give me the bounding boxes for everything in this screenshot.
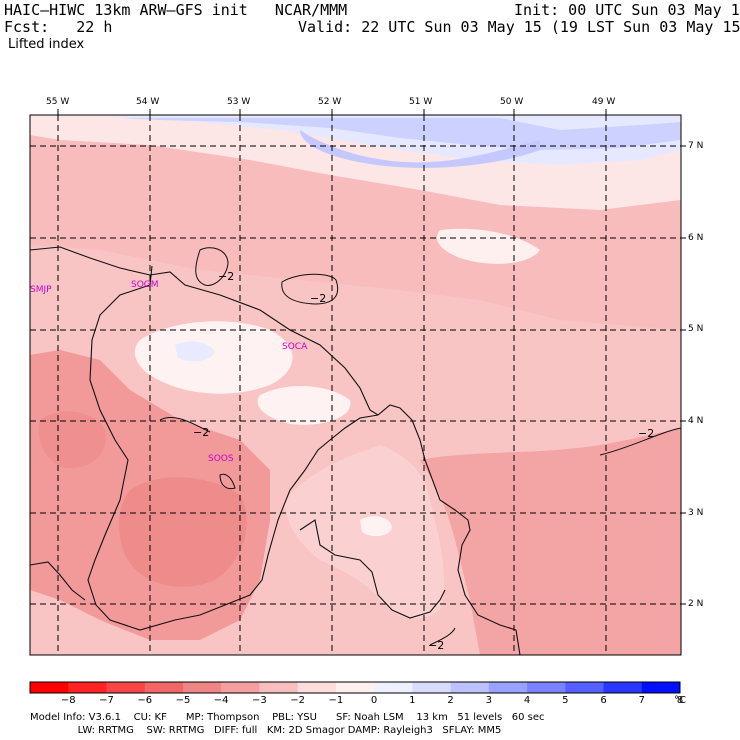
station-label: SMJP bbox=[30, 285, 52, 295]
colorbar-swatch bbox=[603, 682, 643, 693]
model-title: HAIC–HIWC 13km ARW–GFS init NCAR/MMM bbox=[4, 1, 348, 19]
colorbar-swatch bbox=[374, 682, 413, 693]
field-positive-core-2 bbox=[300, 130, 540, 168]
contour-minus2 bbox=[429, 627, 456, 646]
colorbar-tick-label: −6 bbox=[137, 695, 153, 706]
colorbar-tick-label: 3 bbox=[485, 695, 492, 706]
colorbar-tick-label: −4 bbox=[213, 695, 229, 706]
lon-label: 54 W bbox=[136, 97, 160, 107]
colorbar-tick-label: −5 bbox=[175, 695, 191, 706]
colorbar-swatch bbox=[30, 682, 69, 693]
colorbar-swatch bbox=[488, 682, 528, 693]
valid-time: Valid: 22 UTC Sun 03 May 15 (19 LST Sun … bbox=[298, 18, 740, 36]
border-brazil bbox=[299, 519, 446, 619]
field-deep-sw-3 bbox=[38, 411, 106, 469]
lat-label: 6 N bbox=[688, 233, 704, 243]
colorbar-swatch bbox=[450, 682, 490, 693]
border-suriname bbox=[87, 265, 379, 631]
lon-label: 51 W bbox=[409, 97, 433, 107]
forecast-hour: Fcst: 22 h bbox=[4, 18, 113, 36]
colorbar-tick-label: −2 bbox=[290, 695, 306, 706]
border-guyana bbox=[29, 561, 86, 601]
colorbar-tick-label: 0 bbox=[370, 695, 378, 706]
colorbar-swatch bbox=[641, 682, 681, 693]
colorbar-swatch bbox=[297, 682, 337, 693]
field-blue-patch bbox=[175, 341, 215, 362]
station-label: SOCA bbox=[282, 342, 308, 352]
border-french-guiana bbox=[411, 419, 521, 656]
field-name: Lifted index bbox=[8, 37, 85, 52]
coastline bbox=[29, 246, 413, 421]
colorbar-swatch bbox=[259, 682, 299, 693]
station-label: SOOS bbox=[208, 454, 234, 464]
lon-label: 55 W bbox=[46, 97, 70, 107]
init-time: Init: 00 UTC Sun 03 May 15 bbox=[514, 1, 740, 19]
lat-label: 4 N bbox=[688, 416, 704, 426]
colorbar-swatch bbox=[335, 682, 375, 693]
plot-frame bbox=[29, 114, 682, 656]
contour-label: −2 bbox=[428, 639, 444, 652]
contour-label: −2 bbox=[638, 427, 654, 440]
colorbar-tick-label: −1 bbox=[328, 695, 344, 706]
colorbar-swatch bbox=[221, 682, 260, 693]
contour-label: −2 bbox=[193, 426, 209, 439]
lon-label: 49 W bbox=[592, 97, 616, 107]
field-positive-core bbox=[120, 118, 681, 150]
colorbar-tick-label: 4 bbox=[523, 695, 531, 706]
colorbar-tick-label: 2 bbox=[447, 695, 454, 706]
station-label: SOGM bbox=[131, 280, 159, 290]
colorbar-swatch bbox=[412, 682, 452, 693]
colorbar-swatch bbox=[68, 682, 107, 693]
field-white-patch bbox=[360, 516, 392, 537]
field-deep-sw-2 bbox=[118, 477, 247, 587]
model-info-line-1: Model Info: V3.6.1 CU: KF MP: Thompson P… bbox=[30, 712, 545, 723]
field-deep-se bbox=[420, 428, 681, 655]
colorbar-swatch bbox=[527, 682, 566, 693]
colorbar-tick-label: 1 bbox=[409, 695, 416, 706]
colorbar-tick-label: −8 bbox=[60, 695, 76, 706]
lat-label: 5 N bbox=[688, 324, 704, 334]
colorbar-tick-label: 7 bbox=[638, 695, 645, 706]
lon-label: 52 W bbox=[318, 97, 342, 107]
contour-minus2 bbox=[281, 273, 339, 305]
lat-label: 2 N bbox=[688, 599, 704, 609]
colorbar-tick-label: 6 bbox=[600, 695, 607, 706]
contour-minus2 bbox=[159, 417, 211, 433]
lat-label: 7 N bbox=[688, 141, 704, 151]
contour-label: −2 bbox=[218, 270, 234, 283]
contour-label: −2 bbox=[310, 292, 326, 305]
lon-label: 53 W bbox=[227, 97, 251, 107]
model-info-line-2: LW: RRTMG SW: RRTMG DIFF: full KM: 2D Sm… bbox=[30, 725, 502, 736]
colorbar-tick-label: 5 bbox=[562, 695, 569, 706]
contour-minus2 bbox=[599, 427, 682, 456]
colorbar-tick-label: −7 bbox=[99, 695, 114, 706]
colorbar-swatch bbox=[565, 682, 605, 693]
field-white-patch bbox=[134, 321, 293, 394]
field-white-patch bbox=[257, 385, 351, 425]
colorbar-swatch bbox=[144, 682, 184, 693]
colorbar bbox=[29, 681, 681, 694]
contour-minus2 bbox=[219, 473, 236, 490]
contour-minus2 bbox=[195, 247, 229, 286]
colorbar-swatch bbox=[182, 682, 222, 693]
lon-label: 50 W bbox=[500, 97, 524, 107]
colorbar-swatch bbox=[106, 682, 146, 693]
colorbar-unit: °C bbox=[674, 695, 686, 706]
colorbar-frame bbox=[29, 681, 681, 694]
colorbar-tick-label: −3 bbox=[252, 695, 267, 706]
colorbar-tick-label: 8 bbox=[676, 695, 684, 706]
lat-label: 3 N bbox=[688, 508, 704, 518]
